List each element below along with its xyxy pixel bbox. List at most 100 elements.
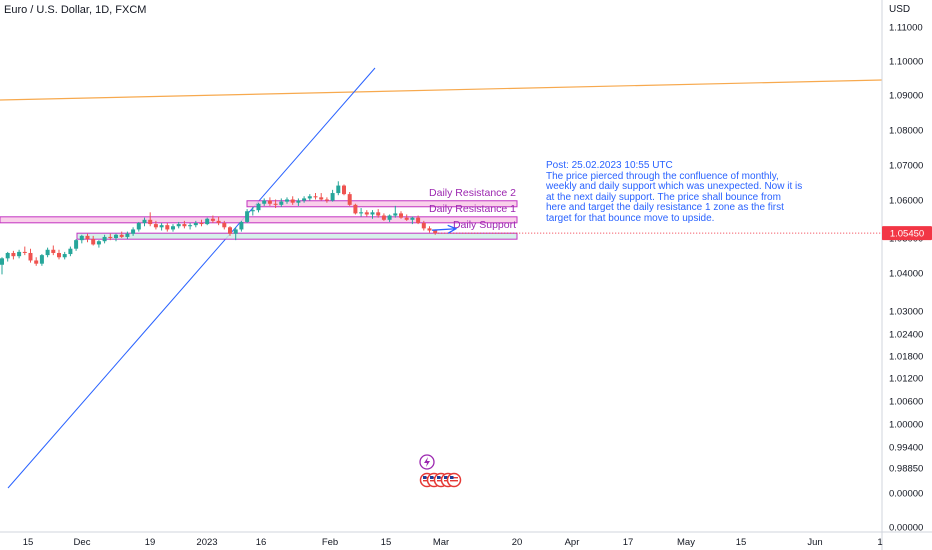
- candle-body: [216, 220, 221, 224]
- x-tick-label: 19: [145, 537, 156, 548]
- candle-body: [91, 239, 96, 245]
- x-tick-label: 15: [736, 537, 747, 548]
- candle-body: [136, 223, 141, 230]
- candle-body: [307, 196, 312, 199]
- candle-body: [62, 254, 67, 258]
- candle-body: [239, 221, 244, 230]
- y-tick-label: 1.10000: [889, 57, 923, 68]
- y-tick-label: 1.00600: [889, 397, 923, 408]
- candle-body: [57, 252, 61, 258]
- zone-box: [246, 200, 518, 208]
- us-flag-events-icon[interactable]: [419, 472, 462, 488]
- lightning-bolt-icon: [424, 457, 430, 467]
- x-tick-label: 15: [23, 537, 34, 548]
- x-tick-label: 2023: [196, 537, 217, 548]
- candle-body: [0, 258, 4, 265]
- candle-body: [11, 252, 16, 257]
- candle-body: [193, 223, 198, 226]
- x-tick-label: 15: [381, 537, 392, 548]
- candle-body: [427, 228, 432, 231]
- note-line: target for that bounce move to upside.: [546, 212, 715, 224]
- candle-body: [381, 215, 386, 220]
- candle-body: [359, 212, 364, 214]
- candle-body: [285, 199, 289, 202]
- lightning-event-icon[interactable]: [419, 454, 435, 470]
- x-tick-label: 1: [877, 537, 882, 548]
- y-tick-label: 1.11000: [889, 23, 923, 34]
- candle-body: [416, 217, 421, 224]
- flag-stripe: [450, 477, 458, 479]
- candle-body: [114, 234, 118, 238]
- candle-body: [108, 236, 113, 238]
- candle-body: [302, 198, 307, 201]
- candle-body: [153, 224, 158, 228]
- candle-body: [273, 203, 278, 205]
- projection-arrow-line: [431, 228, 457, 231]
- y-tick-label: 1.01800: [889, 352, 923, 363]
- rising-trendline: [7, 67, 376, 489]
- candle-body: [51, 249, 56, 253]
- candle-body: [176, 224, 181, 227]
- y-tick-label: 1.00000: [889, 420, 923, 431]
- y-tick-label: 1.06000: [889, 196, 923, 207]
- candle-body: [387, 215, 392, 220]
- x-tick-label: Dec: [74, 537, 91, 548]
- note-line: The price pierced through the confluence…: [546, 170, 779, 182]
- y-tick-label: 0.99400: [889, 443, 923, 454]
- y-tick-label: 1.09000: [889, 91, 923, 102]
- candle-body: [188, 225, 193, 227]
- currency-label: USD: [889, 4, 911, 15]
- candle-body: [404, 217, 409, 220]
- candle-body: [228, 227, 232, 234]
- candle-body: [245, 211, 250, 222]
- candle-body: [74, 240, 79, 249]
- x-tick-label: Mar: [433, 537, 449, 548]
- y-tick-label: 0.98850: [889, 464, 923, 475]
- y-tick-label: 1.03000: [889, 307, 923, 318]
- flag-canton: [423, 476, 427, 479]
- candle-body: [125, 233, 130, 237]
- candle-body: [262, 200, 267, 204]
- candle-body: [256, 203, 261, 211]
- y-tick-label: 1.04000: [889, 269, 923, 280]
- candle-body: [148, 219, 153, 225]
- note-line: Post: 25.02.2023 10:55 UTC: [546, 160, 673, 171]
- candle-body: [17, 251, 22, 257]
- flag-canton: [450, 476, 454, 479]
- candle-body: [182, 224, 187, 227]
- candle-body: [267, 200, 272, 204]
- y-tick-label: 0.00000: [889, 489, 923, 500]
- zone-box: [76, 232, 518, 240]
- projection-arrow-head: [447, 224, 458, 234]
- candle-body: [210, 218, 215, 221]
- candle-body: [376, 212, 381, 216]
- x-tick-label: 16: [256, 537, 267, 548]
- candle-body: [45, 249, 50, 256]
- flag-canton: [444, 476, 448, 479]
- y-tick-label: 1.07000: [889, 161, 923, 172]
- candle-body: [5, 252, 10, 259]
- candle-body: [342, 185, 346, 195]
- x-tick-label: Feb: [322, 537, 338, 548]
- candle-body: [34, 260, 39, 264]
- y-tick-label: 1.08000: [889, 126, 923, 137]
- x-tick-label: May: [677, 537, 695, 548]
- candle-body: [171, 226, 175, 230]
- last-price-label: 1.05450: [890, 229, 924, 240]
- candle-body: [96, 241, 101, 245]
- candle-body: [399, 213, 403, 218]
- candle-body: [22, 251, 27, 253]
- flag-stripe: [437, 477, 445, 479]
- candle-body: [319, 197, 324, 200]
- candle-body: [233, 229, 238, 234]
- y-tick-label: 1.02400: [889, 330, 923, 341]
- candle-body: [119, 234, 124, 237]
- candle-body: [165, 225, 170, 230]
- note-line: here and target the daily resistance 1 z…: [546, 202, 784, 213]
- note-line: weekly and daily support which was unexp…: [546, 181, 803, 192]
- candle-body: [68, 248, 73, 255]
- analysis-note: Post: 25.02.2023 10:55 UTC The price pie…: [546, 160, 821, 224]
- candle-body: [279, 201, 284, 205]
- candle-body: [205, 218, 210, 225]
